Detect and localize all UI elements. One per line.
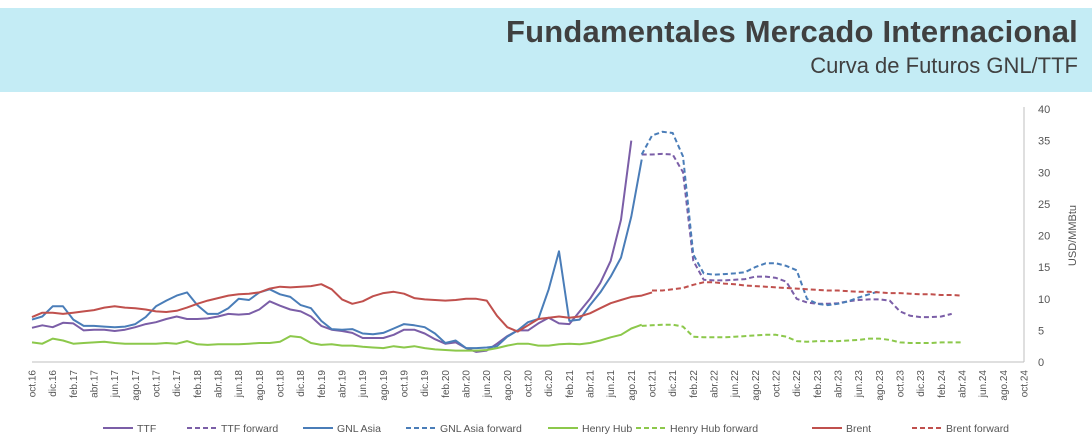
page-title: Fundamentales Mercado Internacional <box>505 14 1078 49</box>
page-subtitle: Curva de Futuros GNL/TTF <box>810 53 1078 78</box>
x-tick-label: ago.18 <box>255 370 266 401</box>
legend-label: TTF <box>137 423 156 435</box>
y-tick-label: 15 <box>1038 262 1050 274</box>
legend-label: Brent forward <box>946 423 1009 435</box>
x-tick-label: jun.22 <box>730 370 741 399</box>
x-tick-label: abr.19 <box>338 370 349 398</box>
x-tick-label: dic.22 <box>792 370 803 397</box>
y-tick-label: 40 <box>1038 104 1050 116</box>
x-tick-label: feb.21 <box>565 370 576 398</box>
x-tick-label: feb.23 <box>813 370 824 398</box>
x-tick-label: ago.22 <box>751 370 762 401</box>
series-line-brent-forward <box>652 281 963 297</box>
y-tick-label: 5 <box>1038 325 1044 337</box>
series-line-gnl-asia <box>31 159 643 350</box>
y-tick-label: 25 <box>1038 199 1050 211</box>
x-tick-label: jun.20 <box>482 370 493 399</box>
x-tick-label: dic.19 <box>420 370 431 397</box>
series-line-henry-hub <box>31 323 643 352</box>
x-tick-label: oct.19 <box>400 370 411 398</box>
series-line-ttf <box>31 140 633 353</box>
x-tick-label: ago.20 <box>503 370 514 401</box>
series-line-brent <box>31 283 653 333</box>
legend-label: Brent <box>846 423 871 435</box>
y-axis-label: USD/MMBtu <box>1067 205 1079 266</box>
legend-label: GNL Asia forward <box>440 423 522 435</box>
x-tick-label: dic.17 <box>172 370 183 397</box>
x-tick-label: feb.20 <box>441 370 452 398</box>
x-tick-label: feb.22 <box>689 370 700 398</box>
x-tick-label: abr.18 <box>214 370 225 398</box>
x-tick-label: dic.18 <box>296 370 307 397</box>
series-line-henry-hub-forward <box>641 323 962 344</box>
x-tick-label: oct.23 <box>896 370 907 398</box>
legend-label: TTF forward <box>221 423 278 435</box>
x-tick-label: oct.16 <box>28 370 39 398</box>
legend-label: Henry Hub forward <box>670 423 758 435</box>
x-tick-label: abr.17 <box>90 370 101 398</box>
x-tick-label: feb.17 <box>69 370 80 398</box>
series-line-ttf-forward <box>641 152 952 319</box>
x-tick-label: ago.17 <box>131 370 142 401</box>
y-tick-label: 20 <box>1038 231 1050 243</box>
x-tick-label: dic.23 <box>916 370 927 397</box>
x-tick-label: jun.21 <box>606 370 617 399</box>
x-tick-label: dic.16 <box>48 370 59 397</box>
y-tick-label: 30 <box>1038 167 1050 179</box>
x-tick-label: jun.18 <box>234 370 245 399</box>
x-tick-label: ago.19 <box>379 370 390 401</box>
legend-label: Henry Hub <box>582 423 632 435</box>
series-line-gnl-asia-forward <box>640 130 880 307</box>
x-tick-label: jun.17 <box>110 370 121 399</box>
x-tick-label: oct.17 <box>152 370 163 398</box>
x-tick-label: oct.18 <box>276 370 287 398</box>
x-tick-label: ago.23 <box>875 370 886 401</box>
x-tick-label: feb.19 <box>317 370 328 398</box>
x-tick-label: jun.24 <box>978 370 989 399</box>
x-tick-label: abr.21 <box>586 370 597 398</box>
y-tick-label: 10 <box>1038 294 1050 306</box>
y-tick-label: 0 <box>1038 357 1044 369</box>
x-tick-label: oct.20 <box>524 370 535 398</box>
y-tick-label: 35 <box>1038 136 1050 148</box>
legend-label: GNL Asia <box>337 423 381 435</box>
x-tick-label: feb.24 <box>937 370 948 398</box>
header-band <box>0 8 1092 92</box>
x-tick-label: ago.24 <box>999 370 1010 401</box>
x-tick-label: abr.23 <box>834 370 845 398</box>
x-tick-label: jun.23 <box>854 370 865 399</box>
x-tick-label: oct.24 <box>1020 370 1031 398</box>
x-tick-label: ago.21 <box>627 370 638 401</box>
x-tick-label: abr.22 <box>710 370 721 398</box>
x-tick-label: oct.21 <box>648 370 659 398</box>
x-tick-label: abr.20 <box>462 370 473 398</box>
x-tick-label: dic.20 <box>544 370 555 397</box>
x-tick-label: abr.24 <box>958 370 969 398</box>
x-tick-label: dic.21 <box>668 370 679 397</box>
x-tick-label: feb.18 <box>193 370 204 398</box>
x-tick-label: oct.22 <box>772 370 783 398</box>
x-tick-label: jun.19 <box>358 370 369 399</box>
